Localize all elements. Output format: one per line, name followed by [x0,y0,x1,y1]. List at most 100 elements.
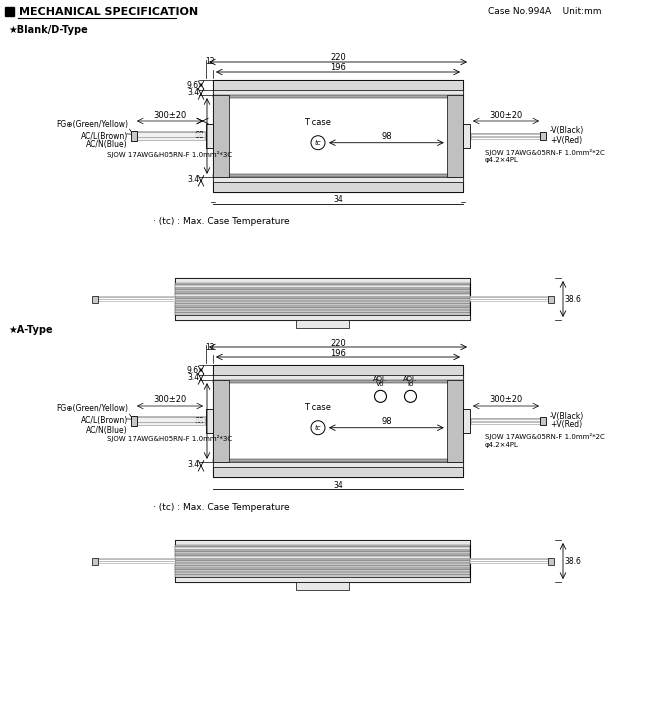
Bar [175,288,470,290]
Bar [213,365,463,477]
Bar [296,320,349,329]
Text: AC/L(Brown): AC/L(Brown) [81,417,128,426]
Text: SJOW 17AWG&05RN-F 1.0mm²*2C: SJOW 17AWG&05RN-F 1.0mm²*2C [485,434,605,441]
Bar [213,467,463,477]
Bar [213,90,463,95]
Text: 220: 220 [330,54,346,63]
Text: 98: 98 [381,133,392,141]
Text: 220: 220 [330,338,346,348]
Bar [175,301,470,304]
Bar [213,174,463,177]
Bar [175,550,470,552]
Bar [175,295,470,297]
Text: 98: 98 [381,417,392,427]
Text: AC/L(Brown): AC/L(Brown) [81,132,128,140]
Bar [175,308,470,310]
Text: tc: tc [315,424,322,431]
Bar [296,582,349,590]
Text: 34: 34 [333,481,343,489]
Text: · (tc) : Max. Case Temperature: · (tc) : Max. Case Temperature [153,218,289,226]
Text: Vo: Vo [377,381,385,387]
Bar [175,545,470,547]
Text: 3.4: 3.4 [187,175,199,184]
Text: 12: 12 [205,343,214,352]
Text: 3.4: 3.4 [187,88,199,97]
Text: -V(Black): -V(Black) [550,412,584,420]
Text: ADJ.: ADJ. [403,376,417,382]
Text: ★Blank/D-Type: ★Blank/D-Type [8,25,88,35]
Bar [213,365,463,375]
Bar [447,380,463,462]
Bar [175,292,470,295]
Bar [206,409,213,434]
Circle shape [405,391,417,403]
Text: 38.6: 38.6 [565,295,582,303]
Text: +V(Red): +V(Red) [550,420,582,429]
Text: 68: 68 [194,132,204,140]
Text: 38.6: 38.6 [565,556,582,565]
Bar [92,558,98,565]
Bar [175,552,470,554]
Bar [175,554,470,556]
Bar [463,123,470,148]
Text: FG⊕(Green/Yellow): FG⊕(Green/Yellow) [56,120,128,128]
Bar [213,80,463,192]
Bar [175,561,470,563]
Bar [175,556,470,559]
Bar [175,565,470,568]
Bar [213,380,229,462]
Bar [175,315,470,320]
Text: Io: Io [407,381,413,387]
Text: -V(Black): -V(Black) [550,126,584,135]
Bar [131,131,137,141]
Bar [213,80,463,90]
Text: tc: tc [315,140,322,146]
Bar [131,416,137,426]
Text: 68: 68 [194,417,204,426]
Circle shape [375,391,387,403]
Circle shape [311,421,325,435]
Bar [175,570,470,572]
Bar [447,95,463,177]
Bar [175,297,470,299]
Text: 196: 196 [330,348,346,357]
Bar [175,577,470,582]
Bar [175,540,470,582]
Text: AC/N(Blue): AC/N(Blue) [86,426,128,434]
Bar [175,547,470,550]
Text: ADJ.: ADJ. [373,376,388,382]
Bar [213,380,463,383]
Text: Case No.994A    Unit:mm: Case No.994A Unit:mm [488,8,602,16]
Bar [175,540,470,545]
Bar [540,132,546,140]
Bar [175,278,470,283]
Text: φ4.2×4PL: φ4.2×4PL [485,442,519,448]
Text: 3.4: 3.4 [187,373,199,382]
Bar [175,283,470,286]
Text: 9.6: 9.6 [187,80,199,90]
Text: SJOW 17AWG&H05RN-F 1.0mm²*3C: SJOW 17AWG&H05RN-F 1.0mm²*3C [107,150,232,157]
Text: φ4.2×4PL: φ4.2×4PL [485,157,519,163]
Bar [548,295,554,302]
Text: 196: 196 [330,63,346,73]
Bar [213,459,463,462]
Bar [175,278,470,320]
Text: 34: 34 [333,195,343,204]
Text: 300±20: 300±20 [153,111,187,120]
Bar [175,299,470,301]
Text: +V(Red): +V(Red) [550,135,582,145]
Text: · (tc) : Max. Case Temperature: · (tc) : Max. Case Temperature [153,503,289,512]
Text: 12: 12 [205,58,214,66]
Bar [540,417,546,425]
Bar [175,304,470,306]
Bar [213,95,229,177]
Bar [548,558,554,565]
Text: T case: T case [304,403,332,412]
Bar [463,409,470,434]
Bar [5,7,14,16]
Text: FG⊕(Green/Yellow): FG⊕(Green/Yellow) [56,405,128,414]
Bar [175,313,470,315]
Bar [206,123,213,148]
Text: 300±20: 300±20 [489,396,523,405]
Text: MECHANICAL SPECIFICATION: MECHANICAL SPECIFICATION [19,7,198,17]
